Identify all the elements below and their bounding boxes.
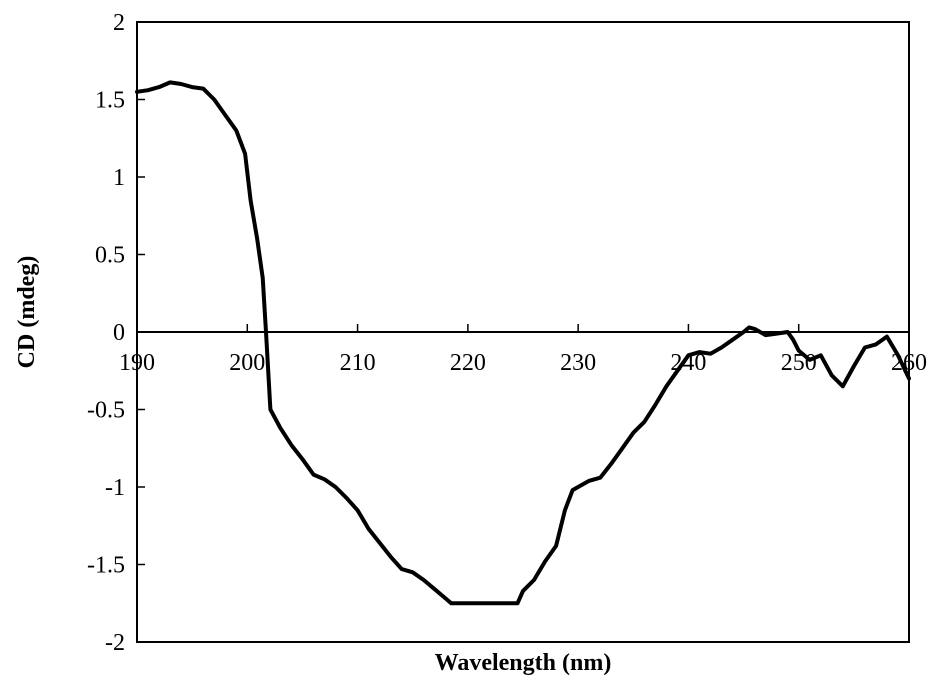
x-axis-title: Wavelength (nm) xyxy=(435,650,612,676)
y-tick-label: 1 xyxy=(113,165,125,191)
x-tick-label: 210 xyxy=(340,350,376,376)
y-tick-label: 0.5 xyxy=(95,243,125,269)
series-layer xyxy=(135,80,911,606)
y-tick-label: -2 xyxy=(105,630,125,656)
y-tick-label: 1.5 xyxy=(95,88,125,114)
y-tick-label: 0 xyxy=(113,320,125,346)
cd-series-line xyxy=(135,80,911,606)
plot-area xyxy=(136,21,910,643)
y-axis-title: CD (mdeg) xyxy=(14,256,40,369)
x-tick-label: 250 xyxy=(781,350,817,376)
y-tick-label: -1 xyxy=(105,475,125,501)
y-tick-label: 2 xyxy=(113,10,125,36)
x-tick-label: 220 xyxy=(450,350,486,376)
x-tick-label: 230 xyxy=(560,350,596,376)
x-tick-label: 200 xyxy=(229,350,265,376)
y-tick-label: -0.5 xyxy=(87,398,125,424)
y-tick-label: -1.5 xyxy=(87,553,125,579)
x-tick-label: 190 xyxy=(119,350,155,376)
